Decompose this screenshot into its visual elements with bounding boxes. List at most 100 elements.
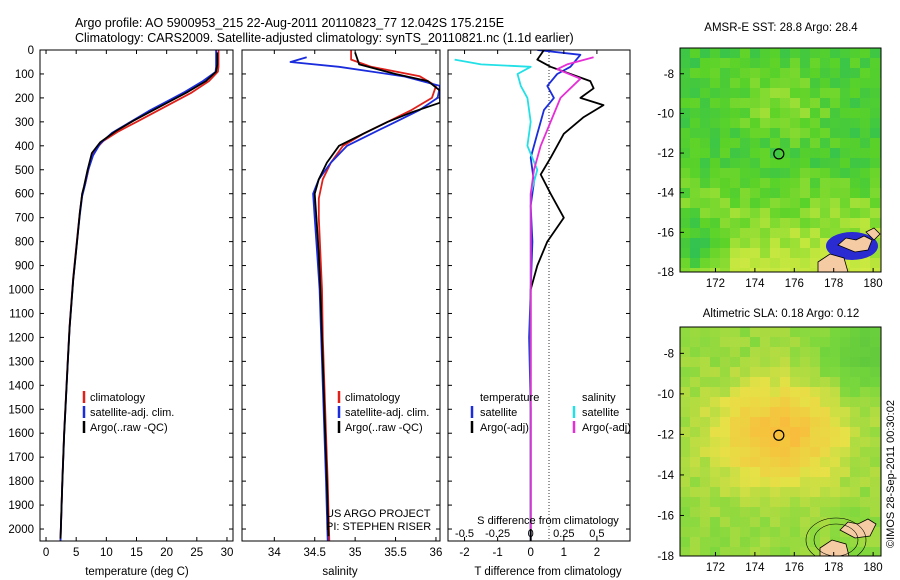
heat-cell: [680, 128, 691, 139]
heat-cell: [800, 417, 811, 428]
x-tick-label: 30: [221, 547, 234, 559]
heat-cell: [720, 98, 731, 109]
heat-cell: [850, 178, 861, 189]
heat-cell: [840, 427, 851, 438]
heat-cell: [790, 417, 801, 428]
heat-cell: [880, 228, 881, 239]
heat-cell: [790, 88, 801, 99]
heat-cell: [770, 387, 781, 398]
heat-cell: [800, 138, 811, 149]
x-tick-label: 10: [100, 547, 113, 559]
heat-cell: [780, 517, 791, 528]
salinity-lines: [289, 50, 440, 541]
heat-cell: [730, 48, 741, 59]
heat-cell: [700, 357, 711, 368]
heat-cell: [700, 148, 711, 159]
heat-cell: [720, 527, 731, 538]
heat-cell: [690, 347, 701, 358]
heat-cell: [880, 248, 881, 259]
heat-cell: [830, 218, 841, 229]
heat-cell: [790, 497, 801, 508]
heat-cell: [730, 138, 741, 149]
heat-cell: [860, 357, 871, 368]
heat-cell: [760, 198, 771, 209]
heat-cell: [750, 138, 761, 149]
heat-cell: [820, 168, 831, 179]
heat-cell: [820, 407, 831, 418]
heat-cell: [730, 128, 741, 139]
y-tick-label: 400: [15, 141, 34, 153]
heat-cell: [800, 148, 811, 159]
heat-cell: [870, 377, 881, 388]
heat-cell: [710, 337, 721, 348]
heat-cell: [800, 507, 811, 518]
heat-cell: [740, 48, 751, 59]
heat-cell: [700, 397, 711, 408]
heat-cell: [710, 218, 721, 229]
heat-cell: [710, 527, 721, 538]
heat-cell: [780, 168, 791, 179]
heat-cell: [770, 208, 781, 219]
heat-cell: [820, 447, 831, 458]
heat-cell: [840, 507, 851, 518]
heat-cell: [800, 407, 811, 418]
heat-cell: [730, 547, 741, 556]
heat-cell: [740, 268, 751, 272]
heat-cell: [850, 417, 861, 428]
heat-cell: [770, 327, 781, 338]
series-line: [59, 50, 217, 541]
heat-cell: [860, 387, 871, 398]
heat-cell: [850, 168, 861, 179]
heat-cell: [710, 417, 721, 428]
heat-cell: [850, 48, 861, 59]
heat-cell: [840, 58, 851, 69]
heat-cell: [750, 198, 761, 209]
heat-cell: [790, 248, 801, 259]
heat-cell: [870, 108, 881, 119]
heat-cell: [740, 258, 751, 269]
heat-cell: [820, 457, 831, 468]
heat-cell: [840, 178, 851, 189]
heat-cell: [810, 178, 821, 189]
heat-cell: [780, 387, 791, 398]
heat-cell: [790, 48, 801, 59]
heat-cell: [690, 407, 701, 418]
heat-cell: [740, 58, 751, 69]
heat-cell: [860, 377, 871, 388]
heat-cell: [700, 118, 711, 129]
map-y-tick-label: -12: [657, 429, 674, 441]
heat-cell: [680, 88, 691, 99]
heat-cell: [810, 427, 821, 438]
heat-cell: [820, 487, 831, 498]
heat-cell: [710, 248, 721, 259]
heat-cell: [820, 327, 831, 338]
heat-cell: [690, 98, 701, 109]
heat-cell: [710, 148, 721, 159]
heat-cell: [840, 128, 851, 139]
heat-cell: [680, 48, 691, 59]
heat-cell: [690, 427, 701, 438]
heat-cell: [830, 98, 841, 109]
heat-cell: [780, 507, 791, 518]
heat-cell: [800, 128, 811, 139]
heat-cell: [700, 497, 711, 508]
heat-cell: [750, 248, 761, 259]
heat-cell: [720, 178, 731, 189]
heat-cell: [740, 78, 751, 89]
heat-cell: [880, 58, 881, 69]
heat-cell: [790, 98, 801, 109]
heat-cell: [770, 48, 781, 59]
heat-cell: [810, 487, 821, 498]
heat-cell: [790, 537, 801, 548]
heat-cell: [680, 327, 691, 338]
heat-cell: [750, 218, 761, 229]
heat-cell: [720, 387, 731, 398]
x-tick-label: 35: [349, 547, 362, 559]
heat-cell: [810, 268, 821, 272]
heat-cell: [730, 357, 741, 368]
map-x-tick-label: 178: [824, 562, 843, 574]
salinity-axis: 34 34.5 35 35.5 36: [268, 50, 442, 559]
heat-cell: [810, 138, 821, 149]
heat-cell: [720, 487, 731, 498]
heat-cell: [810, 377, 821, 388]
